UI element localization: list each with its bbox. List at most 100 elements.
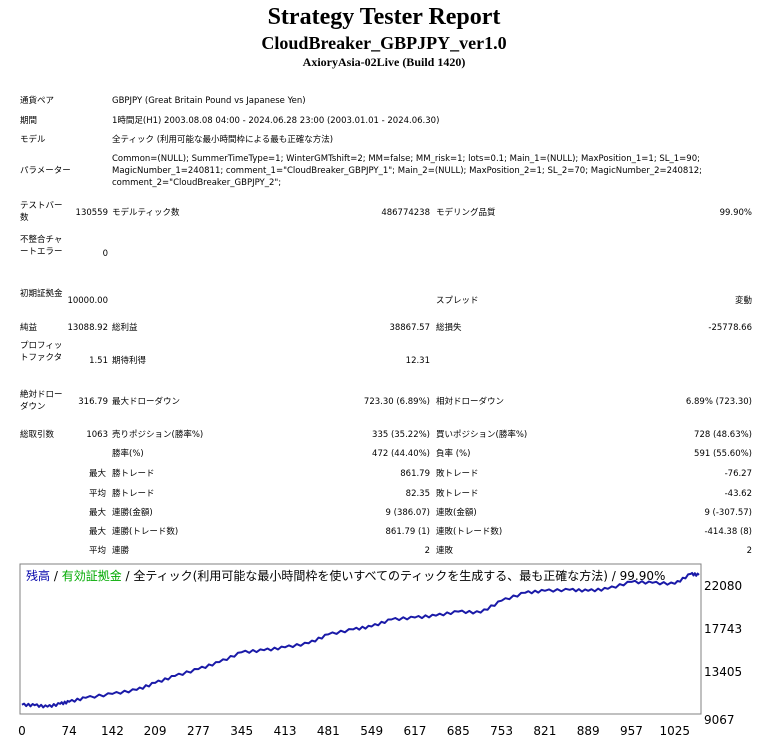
total-trades-value: 1063	[86, 430, 108, 440]
deposit-value: 10000.00	[67, 296, 108, 306]
quality-label: モデリング品質	[436, 208, 496, 218]
total-trades-label: 総取引数	[20, 430, 55, 440]
gross-profit-label: 総利益	[112, 323, 138, 333]
ticks-value: 486774238	[381, 208, 430, 218]
consec-losses-amount-value: 9 (-307.57)	[704, 508, 752, 518]
rel-dd-label: 相対ドローダウン	[436, 397, 505, 407]
x-tick-label: 74	[61, 724, 76, 738]
spread-value: 変動	[734, 296, 752, 306]
mismatch-value: 0	[102, 249, 108, 259]
period-label: 期間	[20, 116, 38, 126]
bars-label: テストバー数	[20, 201, 63, 223]
bars-value: 130559	[75, 208, 108, 218]
avg-losses-label: 連敗	[436, 546, 454, 556]
avg-win-value: 82.35	[405, 489, 430, 499]
largest-loss-value: -76.27	[724, 469, 752, 479]
x-tick-label: 957	[620, 724, 643, 738]
model-label: モデル	[20, 135, 46, 145]
avg-loss-label: 敗トレード	[436, 489, 479, 499]
quality-value: 99.90%	[719, 208, 752, 218]
loss-pct-value: 591 (55.60%)	[694, 449, 752, 459]
max-consec-trades-label: 最大	[88, 527, 106, 537]
server-name: AxioryAsia-02Live (Build 1420)	[302, 55, 466, 69]
params-label: パラメーター	[20, 166, 71, 176]
x-tick-label: 889	[577, 724, 600, 738]
x-tick-label: 0	[18, 724, 26, 738]
legend-sep: /	[50, 569, 62, 583]
avg-wins-label: 連勝	[112, 546, 130, 556]
consec-wins-trades-label: 連勝(トレード数)	[112, 527, 179, 537]
legend-rest: / 全ティック(利用可能な最小時間枠を使いすべてのティックを生成する、最も正確な…	[122, 568, 666, 583]
x-tick-label: 142	[101, 724, 124, 738]
x-tick-label: 821	[533, 724, 556, 738]
win-pct-label: 勝率(%)	[112, 449, 144, 459]
gross-loss-value: -25778.66	[708, 323, 752, 333]
average-label: 平均	[88, 489, 106, 499]
avg-loss-value: -43.62	[724, 489, 752, 499]
legend-balance: 残高	[26, 568, 50, 583]
x-tick-label: 481	[317, 724, 340, 738]
x-tick-label: 753	[490, 724, 513, 738]
consec-losses-amount-label: 連敗(金額)	[436, 508, 477, 518]
legend-equity: 有効証拠金	[62, 568, 122, 583]
report-title: Strategy Tester Report	[267, 4, 501, 30]
y-tick-label: 22080	[704, 579, 742, 593]
period-value: 1時間足(H1) 2003.08.08 04:00 - 2024.06.28 2…	[112, 116, 440, 126]
avg-losses-value: 2	[746, 546, 752, 556]
consec-losses-trades-value: -414.38 (8)	[704, 527, 752, 537]
win-pct-value: 472 (44.40%)	[372, 449, 430, 459]
x-tick-label: 345	[230, 724, 253, 738]
symbol-label: 通貨ペア	[20, 96, 55, 106]
y-tick-label: 17743	[704, 622, 742, 636]
max-dd-label: 最大ドローダウン	[112, 397, 181, 407]
spread-label: スプレッド	[436, 296, 479, 306]
expected-label: 期待利得	[112, 356, 147, 366]
long-value: 728 (48.63%)	[694, 430, 752, 440]
abs-dd-value: 316.79	[78, 397, 108, 407]
x-tick-label: 1025	[660, 724, 691, 738]
long-label: 買いポジション(勝率%)	[436, 430, 528, 440]
pf-label: プロフィットファクタ	[20, 341, 63, 363]
y-tick-label: 9067	[704, 713, 735, 727]
max-dd-value: 723.30 (6.89%)	[363, 397, 430, 407]
params-value: Common=(NULL); SummerTimeType=1; WinterG…	[112, 154, 702, 188]
chart-legend: 残高 / 有効証拠金 / 全ティック(利用可能な最小時間枠を使いすべてのティック…	[26, 568, 665, 583]
x-tick-label: 549	[360, 724, 383, 738]
net-value: 13088.92	[67, 323, 108, 333]
ea-name: CloudBreaker_GBPJPY_ver1.0	[261, 33, 507, 53]
ticks-label: モデルティック数	[112, 208, 180, 218]
y-tick-label: 13405	[704, 665, 742, 679]
x-tick-label: 617	[403, 724, 426, 738]
short-label: 売りポジション(勝率%)	[112, 430, 204, 440]
loss-pct-label: 負率 (%)	[436, 449, 471, 459]
avg-win-label: 勝トレード	[112, 489, 155, 499]
consec-wins-amount-value: 9 (386.07)	[385, 508, 430, 518]
x-tick-label: 685	[447, 724, 470, 738]
net-label: 純益	[20, 323, 38, 333]
x-tick-label: 413	[274, 724, 297, 738]
consec-wins-amount-label: 連勝(金額)	[112, 508, 153, 518]
largest-win-label: 勝トレード	[112, 469, 155, 479]
max-consec-label: 最大	[88, 508, 106, 518]
avg-consec-label: 平均	[88, 546, 106, 556]
rel-dd-value: 6.89% (723.30)	[685, 397, 752, 407]
mismatch-label: 不整合チャートエラー	[20, 235, 63, 257]
gross-profit-value: 38867.57	[389, 323, 430, 333]
consec-losses-trades-label: 連敗(トレード数)	[436, 527, 503, 537]
symbol-value: GBPJPY (Great Britain Pound vs Japanese …	[112, 96, 306, 106]
balance-line	[21, 571, 700, 709]
consec-wins-trades-value: 861.79 (1)	[385, 527, 430, 537]
model-value: 全ティック (利用可能な最小時間枠による最も正確な方法)	[112, 135, 334, 145]
largest-loss-label: 敗トレード	[436, 469, 479, 479]
largest-win-value: 861.79	[400, 469, 430, 479]
balance-chart: 残高 / 有効証拠金 / 全ティック(利用可能な最小時間枠を使いすべてのティック…	[18, 563, 742, 738]
gross-loss-label: 総損失	[436, 323, 462, 333]
abs-dd-label: 絶対ドローダウン	[20, 390, 63, 412]
x-tick-label: 209	[144, 724, 167, 738]
x-tick-label: 277	[187, 724, 210, 738]
short-value: 335 (35.22%)	[372, 430, 430, 440]
pf-value: 1.51	[89, 356, 108, 366]
deposit-label: 初期証拠金	[20, 289, 63, 299]
largest-label: 最大	[88, 469, 106, 479]
avg-wins-value: 2	[424, 546, 430, 556]
